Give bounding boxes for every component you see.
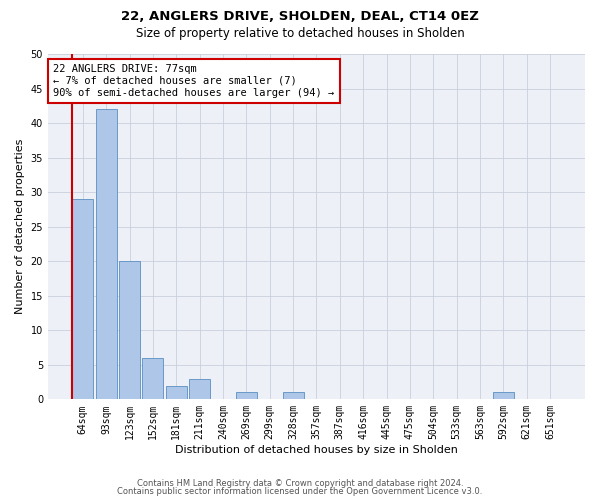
Bar (142, 358, 163, 400)
Text: 22 ANGLERS DRIVE: 77sqm
← 7% of detached houses are smaller (7)
90% of semi-deta: 22 ANGLERS DRIVE: 77sqm ← 7% of detached… (53, 64, 335, 98)
Bar (189, 378, 210, 400)
Text: 22, ANGLERS DRIVE, SHOLDEN, DEAL, CT14 0EZ: 22, ANGLERS DRIVE, SHOLDEN, DEAL, CT14 0… (121, 10, 479, 23)
Bar (73, 199, 94, 400)
Text: Contains HM Land Registry data © Crown copyright and database right 2024.: Contains HM Land Registry data © Crown c… (137, 478, 463, 488)
Text: Contains public sector information licensed under the Open Government Licence v3: Contains public sector information licen… (118, 487, 482, 496)
Bar (166, 386, 187, 400)
Bar (95, 110, 117, 400)
X-axis label: Distribution of detached houses by size in Sholden: Distribution of detached houses by size … (175, 445, 458, 455)
Bar (493, 392, 514, 400)
Text: Size of property relative to detached houses in Sholden: Size of property relative to detached ho… (136, 28, 464, 40)
Bar (119, 261, 140, 400)
Bar (283, 392, 304, 400)
Y-axis label: Number of detached properties: Number of detached properties (15, 139, 25, 314)
Bar (236, 392, 257, 400)
